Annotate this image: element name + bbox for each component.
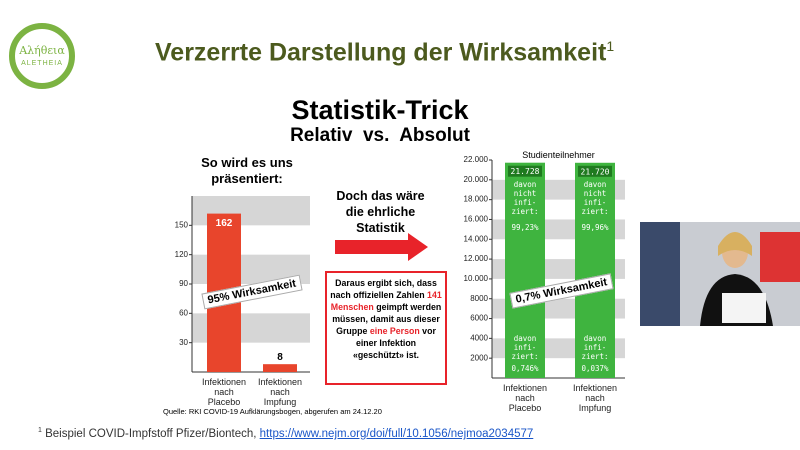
graphic-subtitle: Relativ vs. Absolut bbox=[290, 125, 470, 146]
y-tick-label: 4000 bbox=[470, 333, 488, 342]
y-tick-label: 30 bbox=[179, 338, 188, 347]
value-label-bg bbox=[578, 165, 612, 177]
title-text: Verzerrte Darstellung der Wirksamkeit bbox=[155, 38, 607, 67]
y-tick-label: 20.000 bbox=[464, 175, 489, 184]
y-tick-label: 90 bbox=[179, 279, 188, 288]
footnote-link[interactable]: https://www.nejm.org/doi/full/10.1056/ne… bbox=[259, 427, 534, 440]
info-box-frame bbox=[325, 271, 447, 385]
x-tick-label: Infektionen nach Impfung bbox=[572, 383, 618, 413]
video-hair bbox=[718, 232, 752, 256]
y-tick-label: 10.000 bbox=[464, 274, 489, 283]
video-poster bbox=[760, 232, 800, 282]
x-tick-label: Infektionen nach Impfung bbox=[257, 377, 303, 407]
bar-note: davon infi- ziert: bbox=[581, 334, 609, 361]
value-label: 21.720 bbox=[581, 167, 610, 176]
box-highlight: 141 Menschen bbox=[330, 290, 442, 312]
box-text: vor einer Infektion «geschützt» ist. bbox=[353, 326, 436, 360]
y-tick-label: 18.000 bbox=[464, 195, 489, 204]
y-tick-label: 16.000 bbox=[464, 215, 489, 224]
logo-sub: ALETHEIA bbox=[21, 60, 63, 67]
video-overlay bbox=[640, 222, 800, 326]
bar-note: davon infi- ziert: bbox=[511, 334, 539, 361]
arrow bbox=[335, 233, 428, 261]
video-wall bbox=[640, 222, 680, 326]
y-tick-label: 22.000 bbox=[464, 155, 489, 164]
y-tick-label: 8000 bbox=[470, 294, 488, 303]
value-label: 8 bbox=[277, 352, 283, 363]
bar bbox=[263, 364, 297, 372]
footnote-text: Beispiel COVID-Impfstoff Pfizer/Biontech… bbox=[45, 427, 257, 440]
bar-share: 0,746% bbox=[511, 364, 539, 373]
box-text: Daraus ergibt sich, dass nach offizielle… bbox=[330, 278, 437, 300]
value-label-bg bbox=[508, 165, 542, 177]
box-highlight: eine Person bbox=[369, 326, 420, 336]
video-paper bbox=[722, 293, 766, 323]
x-tick-label: Infektionen nach Placebo bbox=[502, 383, 548, 413]
footnote-ref: 1 bbox=[38, 427, 42, 434]
bar bbox=[575, 162, 615, 378]
source: Quelle: RKI COVID-19 Aufklärungsbogen, a… bbox=[163, 407, 382, 416]
footnote: 1 Beispiel COVID-Impfstoff Pfizer/Bionte… bbox=[38, 427, 533, 440]
bar bbox=[505, 162, 545, 378]
y-tick-label: 120 bbox=[175, 250, 189, 259]
bar-share: 99,96% bbox=[581, 222, 609, 232]
chart-title: So wird es uns präsentiert: bbox=[201, 155, 293, 186]
y-tick-label: 14.000 bbox=[464, 234, 489, 243]
y-tick-label: 150 bbox=[175, 220, 189, 229]
arrow-text: Doch das wäre die ehrliche Statistik bbox=[336, 189, 425, 235]
value-label: 162 bbox=[216, 218, 233, 229]
y-tick-label: 60 bbox=[179, 308, 188, 317]
graphic-title: Statistik-Trick bbox=[291, 95, 469, 125]
logo-ring bbox=[9, 23, 75, 89]
title-ref: 1 bbox=[606, 38, 615, 54]
value-label: 21.728 bbox=[511, 167, 540, 176]
box-text: geimpft werden müssen, damit aus dieser … bbox=[332, 302, 442, 336]
slide-title: Verzerrte Darstellung der Wirksamkeit1 bbox=[155, 38, 614, 67]
bar-share: 0,037% bbox=[581, 364, 609, 373]
bar-share: 99,23% bbox=[511, 222, 539, 232]
y-tick-label: 6000 bbox=[470, 314, 488, 323]
y-tick-label: 12.000 bbox=[464, 254, 489, 263]
bar-note: davon nicht infi- ziert: bbox=[511, 179, 539, 216]
logo-name: Αλήθεια bbox=[19, 44, 65, 57]
bar-note: davon nicht infi- ziert: bbox=[581, 179, 609, 216]
chart-subtitle: Studienteilnehmer bbox=[522, 150, 595, 160]
y-tick-label: 2000 bbox=[470, 353, 488, 362]
info-box: Daraus ergibt sich, dass nach offizielle… bbox=[330, 277, 442, 361]
x-tick-label: Infektionen nach Placebo bbox=[201, 377, 247, 407]
